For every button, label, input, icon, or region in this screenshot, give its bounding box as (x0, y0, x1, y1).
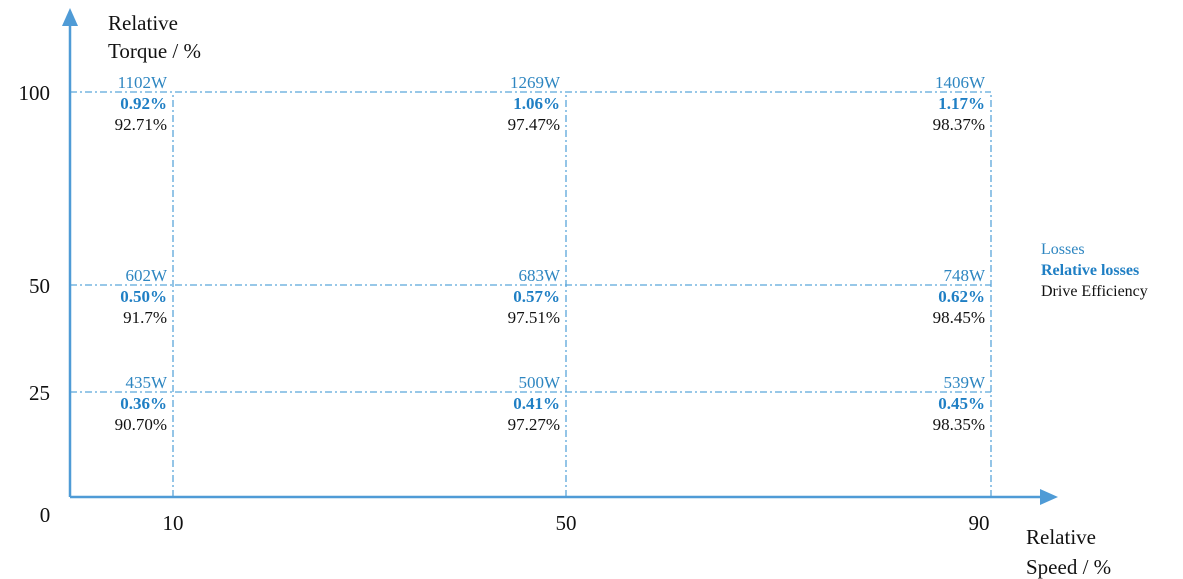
legend-item: Drive Efficiency (1041, 283, 1148, 300)
relative-losses-label: 0.36% (120, 394, 167, 413)
y-axis-label-line2: Torque / % (108, 39, 201, 63)
x-tick-label: 50 (556, 511, 577, 535)
y-tick-label: 100 (19, 81, 51, 105)
efficiency-label: 90.70% (115, 415, 167, 434)
y-axis-label-line1: Relative (108, 11, 178, 35)
losses-label: 683W (518, 266, 561, 285)
losses-label: 602W (125, 266, 168, 285)
tick-labels: 10 50 90 25 50 100 (19, 81, 990, 535)
losses-label: 1406W (935, 73, 986, 92)
efficiency-label: 97.47% (508, 115, 560, 134)
efficiency-label: 91.7% (123, 308, 167, 327)
relative-losses-label: 0.62% (938, 287, 985, 306)
losses-label: 500W (518, 373, 561, 392)
relative-losses-label: 1.17% (938, 94, 985, 113)
legend: Losses Relative losses Drive Efficiency (1041, 241, 1148, 300)
efficiency-label: 98.37% (933, 115, 985, 134)
legend-item: Losses (1041, 241, 1085, 258)
y-tick-label: 50 (29, 274, 50, 298)
axis-labels: Relative Torque / % Relative Speed / % 0 (40, 11, 1111, 579)
x-tick-label: 90 (969, 511, 990, 535)
losses-label: 1102W (118, 73, 168, 92)
efficiency-label: 97.27% (508, 415, 560, 434)
efficiency-label: 98.35% (933, 415, 985, 434)
relative-losses-label: 0.50% (120, 287, 167, 306)
y-axis-arrow-icon (62, 8, 78, 26)
x-tick-label: 10 (163, 511, 184, 535)
origin-label: 0 (40, 503, 51, 527)
relative-losses-label: 0.45% (938, 394, 985, 413)
efficiency-label: 92.71% (115, 115, 167, 134)
grid-lines (70, 91, 992, 497)
x-axis-arrow-icon (1040, 489, 1058, 505)
axes (62, 8, 1058, 505)
relative-losses-label: 0.92% (120, 94, 167, 113)
operating-point-labels: 1102W 0.92% 92.71% 1269W 1.06% 97.47% 1406W 1.1… (115, 73, 986, 434)
losses-label: 539W (943, 373, 986, 392)
losses-label: 1269W (510, 73, 561, 92)
x-axis-label-line1: Relative (1026, 525, 1096, 549)
x-axis-label-line2: Speed / % (1026, 555, 1111, 579)
y-tick-label: 25 (29, 381, 50, 405)
losses-label: 748W (943, 266, 986, 285)
relative-losses-label: 1.06% (513, 94, 560, 113)
efficiency-label: 98.45% (933, 308, 985, 327)
losses-label: 435W (125, 373, 168, 392)
efficiency-label: 97.51% (508, 308, 560, 327)
relative-losses-label: 0.57% (513, 287, 560, 306)
legend-item: Relative losses (1041, 262, 1139, 279)
relative-losses-label: 0.41% (513, 394, 560, 413)
